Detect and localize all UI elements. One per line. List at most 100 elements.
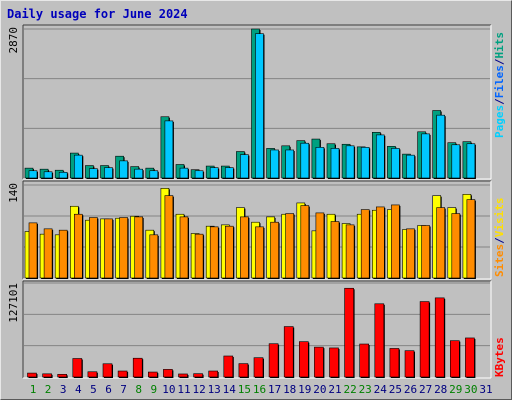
visits-bar-sites-day-7 (119, 217, 128, 279)
visits-max-label: 140 (7, 183, 20, 203)
day-label-13: 13 (208, 383, 221, 396)
visits-axis-label-part: Sites (493, 244, 506, 277)
hits-bar-files-day-28 (436, 114, 446, 179)
visits-bar-sites-day-27 (421, 225, 430, 279)
kbytes-max-label: 127101 (7, 283, 20, 323)
visits-bar-sites-day-21 (330, 221, 340, 279)
day-label-26: 26 (404, 383, 417, 396)
kbytes-bar-kbytes-day-4 (72, 358, 83, 378)
visits-bar-sites-day-13 (209, 226, 219, 279)
kbytes-bar-kbytes-day-16 (253, 357, 264, 378)
visits-panel: 140 Sites/Visits (7, 180, 506, 280)
kbytes-bar-kbytes-day-30 (465, 337, 475, 378)
visits-bar-sites-day-26 (406, 228, 415, 279)
visits-bar-sites-day-23 (360, 209, 370, 279)
day-label-2: 2 (45, 383, 52, 396)
kbytes-axis-label-part: KBytes (493, 337, 506, 377)
day-label-10: 10 (162, 383, 175, 396)
kbytes-bar-kbytes-day-14 (223, 355, 234, 378)
hits-axis-label-part: / (493, 98, 506, 105)
kbytes-bar-kbytes-day-29 (449, 340, 460, 378)
day-label-22: 22 (343, 383, 356, 396)
hits-axis-label-part: Hits (493, 32, 506, 59)
visits-axis-label-part: Visits (493, 198, 506, 238)
visits-bar-sites-day-12 (194, 233, 204, 279)
visits-bar-sites-day-24 (375, 206, 385, 279)
day-label-3: 3 (60, 383, 67, 396)
day-label-8: 8 (135, 383, 142, 396)
kbytes-bar-kbytes-day-20 (314, 346, 324, 378)
hits-bar-files-day-18 (285, 149, 295, 179)
hits-bar-files-day-27 (421, 133, 430, 179)
visits-bar-sites-day-18 (285, 213, 295, 279)
hits-bar-files-day-10 (164, 120, 174, 179)
hits-bar-files-day-3 (58, 171, 68, 179)
chart-title: Daily usage for June 2024 (7, 7, 188, 21)
kbytes-bar-kbytes-day-2 (42, 373, 52, 378)
day-label-12: 12 (192, 383, 205, 396)
kbytes-bar-kbytes-day-23 (359, 343, 370, 378)
day-label-21: 21 (328, 383, 341, 396)
day-label-14: 14 (223, 383, 237, 396)
hits-bar-files-day-6 (104, 167, 113, 179)
kbytes-bar-kbytes-day-6 (102, 363, 113, 378)
visits-bar-sites-day-2 (43, 228, 53, 279)
day-label-6: 6 (105, 383, 112, 396)
hits-bar-files-day-12 (194, 170, 204, 179)
visits-bar-sites-day-30 (466, 199, 476, 279)
day-axis: 1 2 3 4 5 6 7 8 9 10 11 12 13 14 15 16 17 18 19 20 21 22 23 24 2… (30, 383, 493, 396)
kbytes-bar-kbytes-day-28 (434, 297, 445, 378)
day-label-23: 23 (359, 383, 372, 396)
hits-bar-files-day-20 (315, 147, 325, 179)
day-label-9: 9 (150, 383, 157, 396)
hits-max-label: 2870 (7, 27, 20, 54)
kbytes-panel: 127101 KBytes (7, 280, 506, 379)
day-label-17: 17 (268, 383, 281, 396)
hits-bar-files-day-2 (43, 171, 53, 179)
day-label-28: 28 (434, 383, 447, 396)
visits-bar-sites-day-6 (104, 218, 113, 279)
visits-bar-sites-day-15 (240, 216, 249, 279)
visits-bar-sites-day-22 (345, 224, 355, 279)
kbytes-axis-label: KBytes (493, 337, 506, 377)
kbytes-bar-kbytes-day-1 (27, 372, 37, 378)
hits-axis-label-part: Pages (493, 105, 506, 138)
hits-bar-files-day-19 (300, 142, 310, 179)
kbytes-bar-kbytes-day-19 (298, 341, 309, 378)
hits-bar-files-day-16 (255, 33, 264, 179)
day-label-27: 27 (419, 383, 432, 396)
hits-bar-files-day-11 (179, 167, 189, 179)
day-label-5: 5 (90, 383, 97, 396)
hits-bar-files-day-26 (406, 154, 415, 179)
kbytes-bar-kbytes-day-5 (87, 371, 98, 378)
visits-bar-sites-day-16 (255, 226, 264, 279)
kbytes-bar-kbytes-day-25 (389, 348, 400, 378)
day-label-4: 4 (75, 383, 82, 396)
hits-bar-files-day-8 (134, 168, 143, 179)
kbytes-bar-kbytes-day-27 (419, 301, 430, 378)
visits-bar-sites-day-19 (300, 205, 310, 279)
kbytes-bar-kbytes-day-8 (132, 357, 143, 378)
day-label-25: 25 (389, 383, 402, 396)
kbytes-bar-kbytes-day-12 (193, 373, 203, 378)
day-label-11: 11 (177, 383, 190, 396)
visits-bar-sites-day-20 (315, 212, 325, 279)
visits-bar-sites-day-3 (58, 229, 68, 279)
kbytes-bar-kbytes-day-11 (178, 373, 188, 378)
kbytes-bar-kbytes-day-26 (404, 350, 415, 378)
visits-axis-label-part: / (493, 237, 506, 244)
visits-axis-label: Sites/Visits (493, 198, 506, 278)
hits-bar-files-day-5 (89, 168, 98, 179)
hits-axis-label: Pages/Files/Hits (493, 32, 506, 138)
hits-bar-files-day-23 (360, 147, 370, 179)
day-label-24: 24 (374, 383, 388, 396)
visits-bar-sites-day-5 (89, 217, 98, 279)
visits-bar-sites-day-25 (391, 204, 400, 279)
kbytes-bar-kbytes-day-7 (117, 370, 128, 378)
visits-bar-sites-day-29 (451, 213, 461, 279)
visits-bar-sites-day-14 (225, 225, 234, 279)
day-label-20: 20 (313, 383, 326, 396)
